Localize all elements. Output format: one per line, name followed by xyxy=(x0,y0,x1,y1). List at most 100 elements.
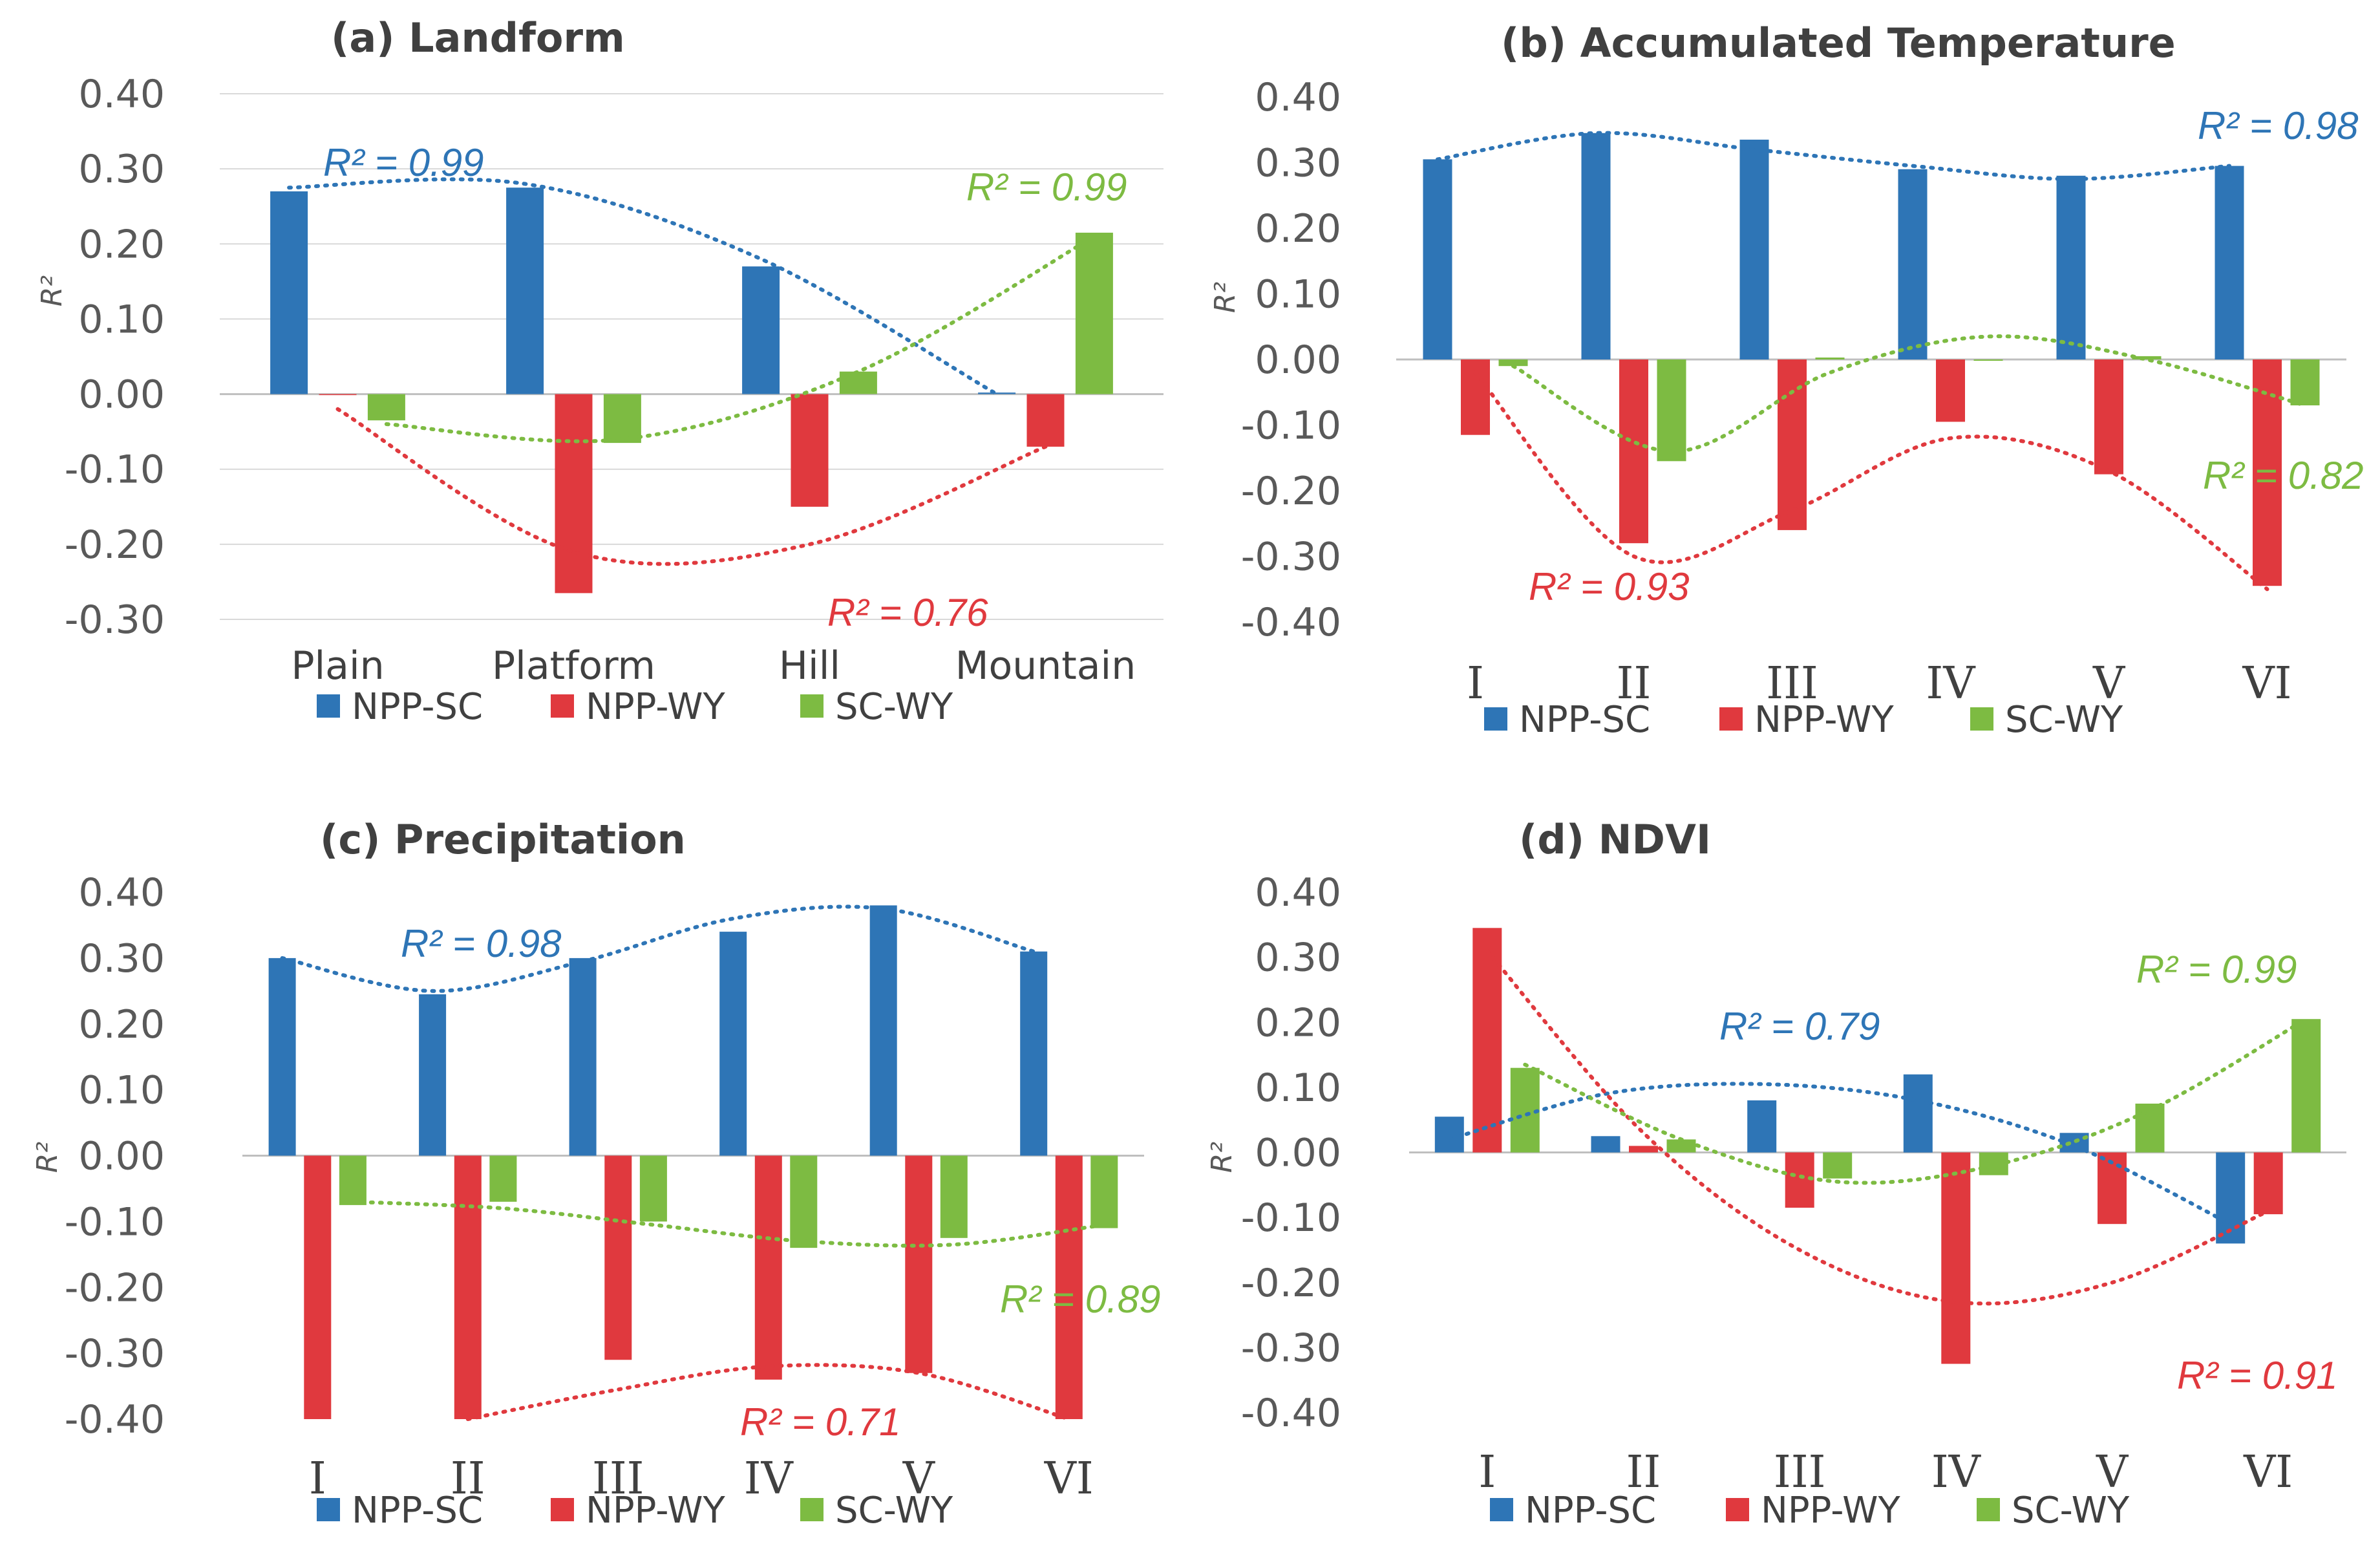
y-tick-label-d: 0.40 xyxy=(1255,870,1341,915)
y-tick-label-d: 0.10 xyxy=(1255,1065,1341,1111)
legend-swatch-c-npp-wy xyxy=(551,1498,574,1521)
bar-a-npp-sc-1 xyxy=(270,191,308,394)
r2-label-a-sc-wy: R² = 0.99 xyxy=(966,166,1127,209)
x-category-label-a: Platform xyxy=(492,643,655,689)
trendline-d-npp-sc xyxy=(1447,1082,2233,1226)
bar-b-npp-sc-5 xyxy=(2056,175,2086,359)
legend-swatch-b-npp-wy xyxy=(1719,707,1743,731)
legend-label-d-npp-wy: NPP-WY xyxy=(1761,1490,1901,1532)
legend-swatch-a-sc-wy xyxy=(800,694,823,718)
bar-c-npp-sc-2 xyxy=(419,994,447,1156)
y-tick-label-b: 0.30 xyxy=(1255,141,1341,186)
bar-b-npp-wy-4 xyxy=(1936,359,1965,422)
y-tick-label-a: 0.10 xyxy=(78,297,165,342)
bar-d-sc-wy-3 xyxy=(1823,1152,1853,1179)
legend-swatch-c-npp-sc xyxy=(317,1498,340,1521)
r2-label-d-npp-sc: R² = 0.79 xyxy=(1719,1005,1880,1048)
y-tick-label-b: -0.20 xyxy=(1241,469,1341,514)
trendline-b-npp-wy xyxy=(1473,370,2269,592)
bar-a-sc-wy-4 xyxy=(1075,232,1113,394)
y-tick-label-d: 0.20 xyxy=(1255,1000,1341,1045)
r2-label-c-sc-wy: R² = 0.89 xyxy=(1000,1278,1160,1321)
y-tick-label-b: -0.30 xyxy=(1241,535,1341,580)
y-tick-label-a: 0.20 xyxy=(78,222,165,267)
legend-label-d-npp-sc: NPP-SC xyxy=(1525,1490,1656,1532)
trendline-d-sc-wy xyxy=(1523,1017,2308,1185)
trendline-a-sc-wy xyxy=(384,234,1096,444)
bar-b-sc-wy-5 xyxy=(2132,356,2162,359)
y-tick-label-c: 0.40 xyxy=(78,870,165,915)
trendline-a-npp-sc xyxy=(287,177,999,396)
bar-b-npp-sc-1 xyxy=(1423,159,1452,359)
x-category-label-b: VI xyxy=(2242,658,2292,709)
y-tick-label-b: -0.40 xyxy=(1241,600,1341,645)
bar-b-sc-wy-4 xyxy=(1973,359,2003,361)
y-tick-label-c: -0.10 xyxy=(65,1199,165,1245)
bar-d-npp-sc-3 xyxy=(1747,1100,1777,1153)
bar-c-npp-wy-1 xyxy=(304,1155,332,1419)
legend-swatch-b-npp-sc xyxy=(1484,707,1507,731)
bar-c-sc-wy-5 xyxy=(940,1155,968,1238)
y-tick-label-d: 0.30 xyxy=(1255,936,1341,981)
legend-swatch-d-sc-wy xyxy=(1977,1498,2000,1521)
legend-label-a-npp-sc: NPP-SC xyxy=(352,686,483,728)
trendline-d-npp-wy xyxy=(1485,948,2271,1306)
x-category-label-d: VI xyxy=(2243,1447,2293,1498)
x-category-label-c: II xyxy=(451,1453,485,1504)
bar-d-sc-wy-6 xyxy=(2291,1019,2321,1153)
chart-title-a: (a) Landform xyxy=(331,14,625,61)
bar-b-sc-wy-1 xyxy=(1498,359,1528,367)
r2-label-c-npp-wy: R² = 0.71 xyxy=(740,1400,900,1444)
bar-c-npp-wy-5 xyxy=(905,1155,933,1373)
trendline-a-npp-wy xyxy=(335,407,1048,566)
bar-a-npp-wy-2 xyxy=(555,394,593,594)
y-tick-label-b: 0.20 xyxy=(1255,206,1341,251)
x-category-label-a: Mountain xyxy=(955,643,1136,689)
y-tick-label-d: -0.30 xyxy=(1241,1325,1341,1371)
bar-c-sc-wy-2 xyxy=(489,1155,517,1202)
x-category-label-d: IV xyxy=(1931,1447,1982,1498)
y-tick-label-d: -0.10 xyxy=(1241,1195,1341,1241)
y-tick-label-d: -0.20 xyxy=(1241,1261,1341,1306)
trendline-c-sc-wy xyxy=(350,1199,1107,1248)
y-tick-label-a: -0.10 xyxy=(65,447,165,493)
r2-label-b-npp-wy: R² = 0.93 xyxy=(1529,565,1689,608)
trendline-c-npp-wy xyxy=(465,1363,1071,1421)
x-category-label-d: III xyxy=(1774,1447,1826,1498)
y-tick-label-c: 0.10 xyxy=(78,1068,165,1113)
r2-label-b-npp-sc: R² = 0.98 xyxy=(2198,104,2359,147)
bar-c-sc-wy-6 xyxy=(1090,1155,1118,1228)
legend-swatch-d-npp-wy xyxy=(1726,1498,1749,1521)
y-axis-title-c: R² xyxy=(31,1142,64,1173)
y-tick-label-d: 0.00 xyxy=(1255,1131,1341,1176)
y-tick-label-c: 0.30 xyxy=(78,936,165,981)
legend-swatch-d-npp-sc xyxy=(1490,1498,1513,1521)
bar-b-npp-sc-3 xyxy=(1739,140,1769,359)
x-category-label-c: III xyxy=(592,1453,644,1504)
r2-label-a-npp-wy: R² = 0.76 xyxy=(827,591,988,634)
x-category-label-b: II xyxy=(1617,658,1652,709)
bar-b-npp-wy-2 xyxy=(1619,359,1648,544)
legend-label-b-npp-wy: NPP-WY xyxy=(1754,699,1895,741)
bar-b-sc-wy-6 xyxy=(2290,359,2320,405)
chart-title-b: (b) Accumulated Temperature xyxy=(1501,19,2176,67)
x-category-label-c: VI xyxy=(1044,1453,1094,1504)
chart-title-c: (c) Precipitation xyxy=(320,816,686,863)
chart-panel-c: (c) Precipitation 0.40 0.30 0.20 0.10 0.00 -0.… xyxy=(31,816,1160,1532)
y-axis-title-d: R² xyxy=(1206,1142,1238,1173)
x-category-label-a: Plain xyxy=(291,643,384,689)
y-tick-label-b: 0.10 xyxy=(1255,272,1341,317)
y-tick-label-a: -0.30 xyxy=(65,597,165,643)
y-tick-label-d: -0.40 xyxy=(1241,1391,1341,1436)
y-axis-title-b: R² xyxy=(1209,282,1242,313)
x-category-label-c: I xyxy=(309,1453,326,1504)
legend-label-b-npp-sc: NPP-SC xyxy=(1519,699,1650,741)
x-category-label-b: III xyxy=(1766,658,1818,709)
y-tick-label-c: -0.30 xyxy=(65,1331,165,1376)
bar-a-npp-sc-4 xyxy=(978,392,1016,394)
bar-d-sc-wy-5 xyxy=(2135,1104,2165,1153)
chart-title-d: (d) NDVI xyxy=(1519,816,1711,863)
y-tick-label-b: 0.40 xyxy=(1255,75,1341,120)
x-category-label-b: I xyxy=(1467,658,1484,709)
trendline-b-npp-sc xyxy=(1436,131,2231,181)
